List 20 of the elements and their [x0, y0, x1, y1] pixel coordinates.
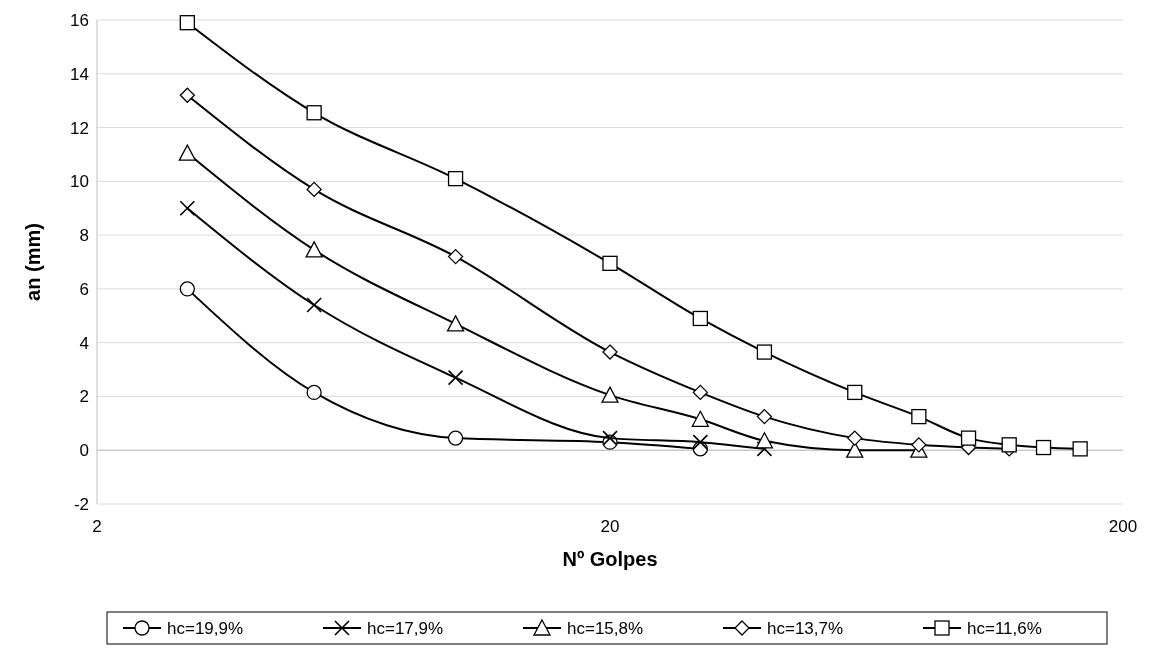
y-tick-label: 2 [79, 387, 89, 407]
y-tick-label: 4 [79, 333, 89, 353]
y-tick-label: 12 [70, 118, 89, 138]
y-tick-label: -2 [73, 495, 89, 514]
y-tick-label: 10 [70, 172, 89, 192]
legend-label: hc=19,9% [167, 619, 244, 638]
x-tick-label: 200 [1108, 517, 1138, 536]
y-tick-label: 6 [79, 279, 89, 299]
legend-label: hc=11,6% [967, 619, 1042, 638]
y-tick-label: 0 [79, 441, 89, 461]
y-tick-label: 16 [70, 11, 89, 30]
x-tick-label: 20 [600, 517, 620, 536]
x-tick-label: 2 [92, 517, 102, 536]
legend-label: hc=15,8% [567, 619, 644, 638]
x-axis-title: Nº Golpes [562, 548, 658, 570]
y-axis-title: an (mm) [22, 223, 44, 301]
y-tick-label: 8 [79, 226, 89, 246]
legend-label: hc=13,7% [767, 619, 844, 638]
y-tick-label: 14 [70, 64, 89, 84]
legend-label: hc=17,9% [367, 619, 444, 638]
